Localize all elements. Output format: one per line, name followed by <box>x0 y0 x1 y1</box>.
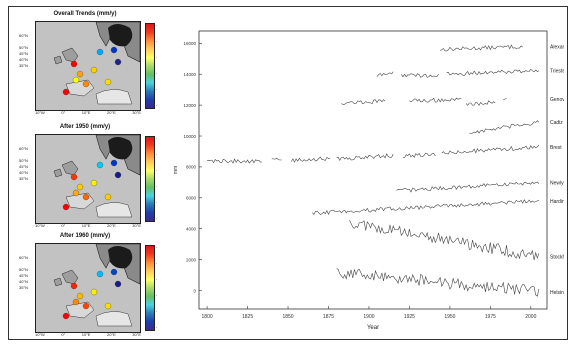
y-axis-label: mm <box>173 166 179 174</box>
time-series-chart: 1800 1825 1850 1875 1900 1925 1950 1975 2000 0 200… <box>169 23 564 333</box>
series-line <box>466 101 495 106</box>
trend-map <box>35 21 141 111</box>
map-title: After 1960 (mm/y) <box>31 233 139 239</box>
colorbar <box>145 245 155 331</box>
series-line <box>503 99 506 100</box>
map-panel-overall: Overall Trends (mm/y) 60°N 50°N 45°N 40°N 3… <box>19 11 169 111</box>
longitude-labels: 10°W 0° 10°E 20°E 30°E <box>35 110 141 115</box>
x-tick-label: 1800 <box>202 314 213 320</box>
series-helsinki <box>337 269 539 297</box>
trend-map <box>35 134 141 224</box>
x-tick-label: 1900 <box>363 314 374 320</box>
series-line <box>440 45 523 51</box>
x-tick-label: 1850 <box>282 314 293 320</box>
colorbar <box>145 23 155 109</box>
series-label: Trieste <box>550 68 564 74</box>
series-line <box>442 145 539 154</box>
series-line <box>272 158 282 160</box>
x-tick-label: 1975 <box>485 314 496 320</box>
series-genova <box>341 98 506 105</box>
series-line <box>350 220 539 260</box>
latitude-labels: 60°N 50°N 45°N 40°N 35°N <box>19 255 35 291</box>
series-line <box>397 182 539 192</box>
y-tick-label: 6000 <box>186 196 197 201</box>
x-tick-label: 1825 <box>242 314 253 320</box>
series-label: Helsinki <box>550 290 564 296</box>
x-tick-label: 2000 <box>525 314 536 320</box>
y-tick-label: 16000 <box>183 41 196 46</box>
colorbar-ticks: ------ <box>156 245 170 329</box>
series-line <box>377 72 393 77</box>
latitude-labels: 60°N 50°N 45°N 40°N 35°N <box>19 33 35 69</box>
longitude-labels: 10°W 0° 10°E 20°E 30°E <box>35 223 141 228</box>
series-cadiz-iii <box>469 121 539 134</box>
series-newlyn <box>397 182 539 192</box>
x-axis-label: Year <box>367 325 379 331</box>
series-line <box>469 121 539 134</box>
colorbar <box>145 136 155 222</box>
y-tick-label: 8000 <box>186 165 197 170</box>
x-tick-label: 1875 <box>323 314 334 320</box>
series-line <box>312 200 539 215</box>
y-tick-label: 4000 <box>186 226 197 231</box>
series-line <box>341 100 385 105</box>
x-tick-label: 1925 <box>404 314 415 320</box>
latitude-labels: 60°N 50°N 45°N 40°N 35°N <box>19 146 35 182</box>
y-tick-label: 12000 <box>183 103 196 108</box>
longitude-labels: 10°W 0° 10°E 20°E 30°E <box>35 332 141 337</box>
map-panel-after-1950: After 1950 (mm/y) 60°N 50°N 45°N 40°N 35°N … <box>19 124 169 224</box>
series-label: Stockholm <box>550 254 564 260</box>
colorbar-ticks: ------ <box>156 23 170 107</box>
series-label: Alexandria <box>550 44 564 50</box>
x-tick-label: 1950 <box>444 314 455 320</box>
series-hardinxveld <box>312 200 539 215</box>
series-stockholm <box>350 220 539 260</box>
y-tick-label: 10000 <box>183 134 196 139</box>
series-line <box>447 69 539 75</box>
map-title: After 1950 (mm/y) <box>31 124 139 130</box>
map-panel-after-1960: After 1960 (mm/y) 60°N 50°N 45°N 40°N 35°N … <box>19 233 169 333</box>
series-line <box>409 98 461 102</box>
series-line <box>403 153 435 158</box>
figure: Overall Trends (mm/y) 60°N 50°N 45°N 40°N 3… <box>8 6 568 340</box>
series-line <box>337 269 539 297</box>
trend-map <box>35 243 141 333</box>
map-title: Overall Trends (mm/y) <box>31 11 139 17</box>
series-line <box>337 154 394 160</box>
series-label: Brest <box>550 145 562 151</box>
colorbar-ticks: ------ <box>156 136 170 220</box>
series-label: Newlyn <box>550 180 564 186</box>
series-label: Hardinxveld <box>550 199 564 205</box>
series-label: Genova <box>550 97 564 103</box>
series-line <box>207 159 262 163</box>
series-label: Cadiz III <box>550 120 564 126</box>
series-line <box>401 74 438 78</box>
series-trieste <box>377 69 539 77</box>
y-tick-label: 2000 <box>186 257 197 262</box>
y-tick-label: 0 <box>193 288 196 293</box>
series-alexandria <box>440 45 523 51</box>
series-brest <box>207 145 539 163</box>
y-tick-label: 14000 <box>183 72 196 77</box>
series-line <box>291 157 330 162</box>
